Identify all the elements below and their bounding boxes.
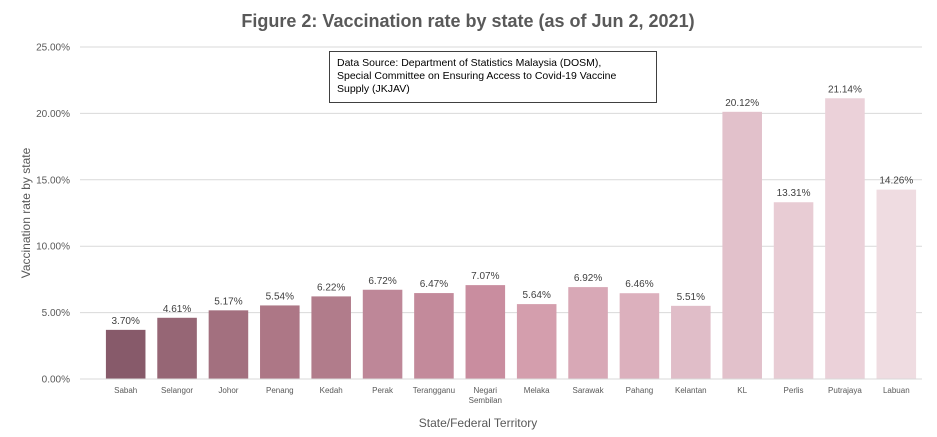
annotation-line: Supply (JKJAV)	[337, 83, 410, 95]
x-tick-label: Johor	[218, 386, 238, 395]
x-tick-label: Pahang	[626, 386, 654, 395]
data-label: 4.61%	[163, 304, 191, 315]
x-tick-label: Sarawak	[573, 386, 605, 395]
data-label: 20.12%	[725, 98, 759, 109]
x-tick-label: Sabah	[114, 386, 137, 395]
bar	[722, 111, 762, 379]
bar	[311, 296, 351, 379]
bar	[260, 305, 300, 379]
data-label: 6.46%	[625, 279, 653, 290]
x-tick-label: Melaka	[524, 386, 550, 395]
x-tick-label: Labuan	[883, 386, 910, 395]
x-tick-label: Perak	[372, 386, 394, 395]
data-label: 5.17%	[214, 296, 242, 307]
bar	[773, 202, 814, 379]
x-tick-label: Perlis	[784, 386, 804, 395]
y-tick-label: 5.00%	[42, 308, 70, 319]
bar	[465, 285, 506, 379]
bar	[876, 189, 917, 379]
annotation-line: Special Committee on Ensuring Access to …	[337, 70, 617, 82]
data-label: 5.64%	[523, 290, 551, 301]
x-tick-label: Terangganu	[413, 386, 455, 395]
bar	[568, 287, 608, 379]
bar	[208, 310, 249, 379]
data-label: 5.54%	[266, 291, 294, 302]
y-axis-ticks: 0.00% 5.00% 10.00% 15.00% 20.00% 25.00%	[36, 43, 70, 386]
x-axis-categories: Sabah Selangor Johor Penang Kedah Perak Terang…	[114, 386, 910, 405]
bar	[516, 304, 557, 379]
x-tick-label: Putrajaya	[828, 386, 862, 395]
bar	[414, 293, 454, 379]
bar	[671, 305, 711, 379]
bars	[105, 98, 917, 379]
x-tick-label: Negari Sembilan	[469, 386, 502, 405]
data-label: 6.92%	[574, 273, 602, 284]
data-labels: 3.70% 4.61% 5.17% 5.54% 6.22% 6.72% 6.47% 7.07%…	[112, 84, 914, 327]
y-tick-label: 20.00%	[36, 109, 70, 120]
x-tick-label: Penang	[266, 386, 294, 395]
data-label: 14.26%	[879, 176, 913, 187]
y-tick-label: 25.00%	[36, 43, 70, 54]
bar	[619, 293, 660, 379]
x-tick-label: Selangor	[161, 386, 193, 395]
bar	[157, 317, 197, 379]
chart-title: Figure 2: Vaccination rate by state (as …	[241, 11, 694, 31]
bar	[362, 289, 403, 379]
y-tick-label: 15.00%	[36, 175, 70, 186]
x-tick-label: KL	[737, 386, 747, 395]
y-tick-label: 0.00%	[42, 375, 70, 386]
x-axis-title: State/Federal Territory	[419, 416, 538, 430]
data-label: 6.22%	[317, 282, 345, 293]
data-label: 6.72%	[368, 276, 396, 287]
x-tick-label: Kedah	[320, 386, 343, 395]
x-tick-label: Kelantan	[675, 386, 707, 395]
data-label: 3.70%	[112, 316, 140, 327]
y-tick-label: 10.00%	[36, 242, 70, 253]
data-label: 21.14%	[828, 84, 862, 95]
y-axis-title: Vaccination rate by state	[19, 147, 33, 278]
data-label: 13.31%	[777, 188, 811, 199]
annotation-line: Data Source: Department of Statistics Ma…	[337, 57, 602, 69]
data-source-annotation: Data Source: Department of Statistics Ma…	[329, 51, 657, 103]
data-label: 7.07%	[471, 271, 499, 282]
data-label: 6.47%	[420, 279, 448, 290]
bar	[105, 329, 146, 379]
bar	[825, 98, 865, 379]
data-label: 5.51%	[677, 292, 705, 303]
